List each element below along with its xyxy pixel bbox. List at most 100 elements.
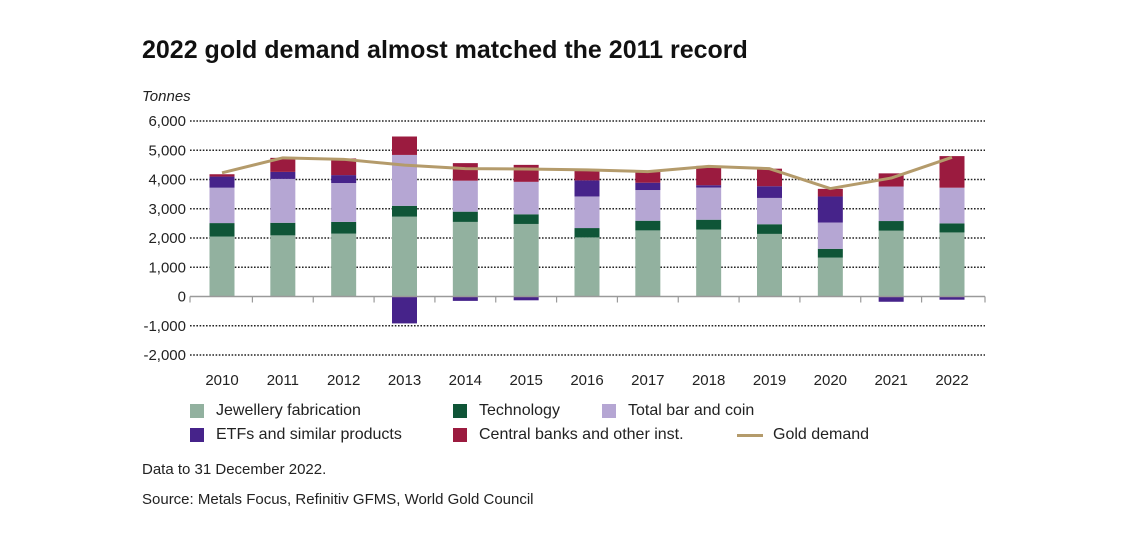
legend-item-gold-demand: Gold demand: [737, 426, 869, 444]
chart-title: 2022 gold demand almost matched the 2011…: [142, 36, 748, 64]
x-tick-label: 2017: [631, 372, 664, 389]
bars: [209, 136, 965, 324]
bar-segment: [574, 237, 600, 297]
legend-item-bar-coin: Total bar and coin: [602, 402, 754, 420]
bar-segment: [452, 221, 478, 297]
bar-segment: [878, 230, 904, 297]
source-note: Source: Metals Focus, Refinitiv GFMS, Wo…: [142, 491, 534, 508]
y-axis-label: Tonnes: [142, 88, 191, 105]
bar-segment: [817, 248, 843, 258]
bar-segment: [939, 187, 965, 224]
legend-label-bar-coin: Total bar and coin: [628, 402, 755, 419]
legend-label-gold-demand: Gold demand: [773, 426, 870, 443]
bar-segment: [452, 211, 478, 222]
bar-segment: [452, 163, 478, 181]
legend-swatch-bar-coin: [602, 404, 616, 418]
bar-segment: [817, 196, 843, 223]
bar-segment: [270, 171, 296, 179]
bar-segment: [757, 233, 782, 297]
bar-segment: [574, 196, 600, 229]
bar-segment: [635, 230, 661, 297]
bar-segment: [696, 229, 722, 297]
y-tick-label: 5,000: [148, 142, 186, 159]
footnote: Data to 31 December 2022.: [142, 461, 327, 478]
legend-swatch-jewellery: [190, 404, 204, 418]
bar-segment: [452, 296, 478, 301]
bar-segment: [392, 296, 417, 324]
bar-segment: [209, 236, 235, 297]
y-tick-label: 3,000: [148, 201, 186, 218]
bar-segment: [635, 220, 661, 231]
bar-segment: [574, 180, 600, 197]
y-tick-label: -1,000: [143, 318, 186, 335]
bar-segment: [878, 186, 904, 222]
legend-label-technology: Technology: [479, 402, 560, 419]
legend-label-etfs: ETFs and similar products: [216, 426, 402, 443]
bar-segment: [392, 216, 417, 297]
bar-segment: [817, 188, 843, 197]
y-tick-label: -2,000: [143, 347, 186, 364]
bar-segment: [696, 185, 722, 188]
bar-segment: [757, 168, 782, 187]
x-tick-label: 2014: [449, 372, 482, 389]
x-tick-label: 2016: [570, 372, 603, 389]
bar-segment: [392, 154, 417, 206]
bar-segment: [635, 171, 661, 183]
legend-swatch-gold-demand: [737, 433, 763, 437]
bar-segment: [513, 214, 539, 224]
bar-segment: [209, 187, 235, 224]
bar-segment: [513, 296, 539, 301]
legend-item-jewellery: Jewellery fabrication: [190, 402, 361, 420]
bar-segment: [574, 228, 600, 238]
bar-segment: [209, 174, 235, 177]
x-tick-label: 2010: [205, 372, 238, 389]
x-tick-label: 2012: [327, 372, 360, 389]
x-tick-label: 2018: [692, 372, 725, 389]
x-tick-label: 2011: [267, 372, 299, 389]
bar-segment: [513, 181, 539, 215]
bar-segment: [270, 222, 296, 236]
bar-segment: [757, 224, 782, 234]
bar-segment: [331, 183, 357, 222]
gold-demand-line: [221, 155, 953, 191]
bar-segment: [635, 182, 661, 191]
x-tick-label: 2021: [874, 372, 907, 389]
bar-segment: [574, 168, 600, 181]
bar-segment: [331, 221, 357, 234]
bar-segment: [331, 175, 357, 184]
bar-segment: [452, 180, 478, 212]
bar-segment: [817, 222, 843, 249]
bar-segment: [696, 165, 722, 186]
legend-swatch-etfs: [190, 428, 204, 442]
y-tick-label: 2,000: [148, 230, 186, 247]
bar-segment: [696, 219, 722, 230]
legend-label-central-banks: Central banks and other inst.: [479, 426, 684, 443]
bar-segment: [513, 164, 539, 182]
bar-segment: [696, 187, 722, 220]
x-tick-label: 2015: [509, 372, 542, 389]
x-tick-label: 2022: [935, 372, 968, 389]
bar-segment: [635, 190, 661, 221]
y-tick-label: 0: [178, 289, 186, 306]
bar-segment: [939, 296, 965, 300]
legend-item-technology: Technology: [453, 402, 560, 420]
bar-segment: [939, 232, 965, 297]
x-tick-label: 2020: [814, 372, 847, 389]
y-tick-label: 1,000: [148, 259, 186, 276]
bar-segment: [878, 296, 904, 302]
bar-segment: [392, 205, 417, 217]
demand-line: [221, 155, 953, 191]
x-tick-label: 2013: [388, 372, 421, 389]
legend-item-central-banks: Central banks and other inst.: [453, 426, 684, 444]
bar-segment: [757, 186, 782, 198]
bar-segment: [209, 176, 235, 188]
legend-swatch-technology: [453, 404, 467, 418]
y-tick-label: 6,000: [148, 113, 186, 130]
legend-swatch-central-banks: [453, 428, 467, 442]
bar-segment: [331, 158, 357, 176]
y-tick-label: 4,000: [148, 172, 186, 189]
bar-segment: [270, 235, 296, 297]
bar-segment: [270, 157, 296, 172]
legend-label-jewellery: Jewellery fabrication: [216, 402, 361, 419]
